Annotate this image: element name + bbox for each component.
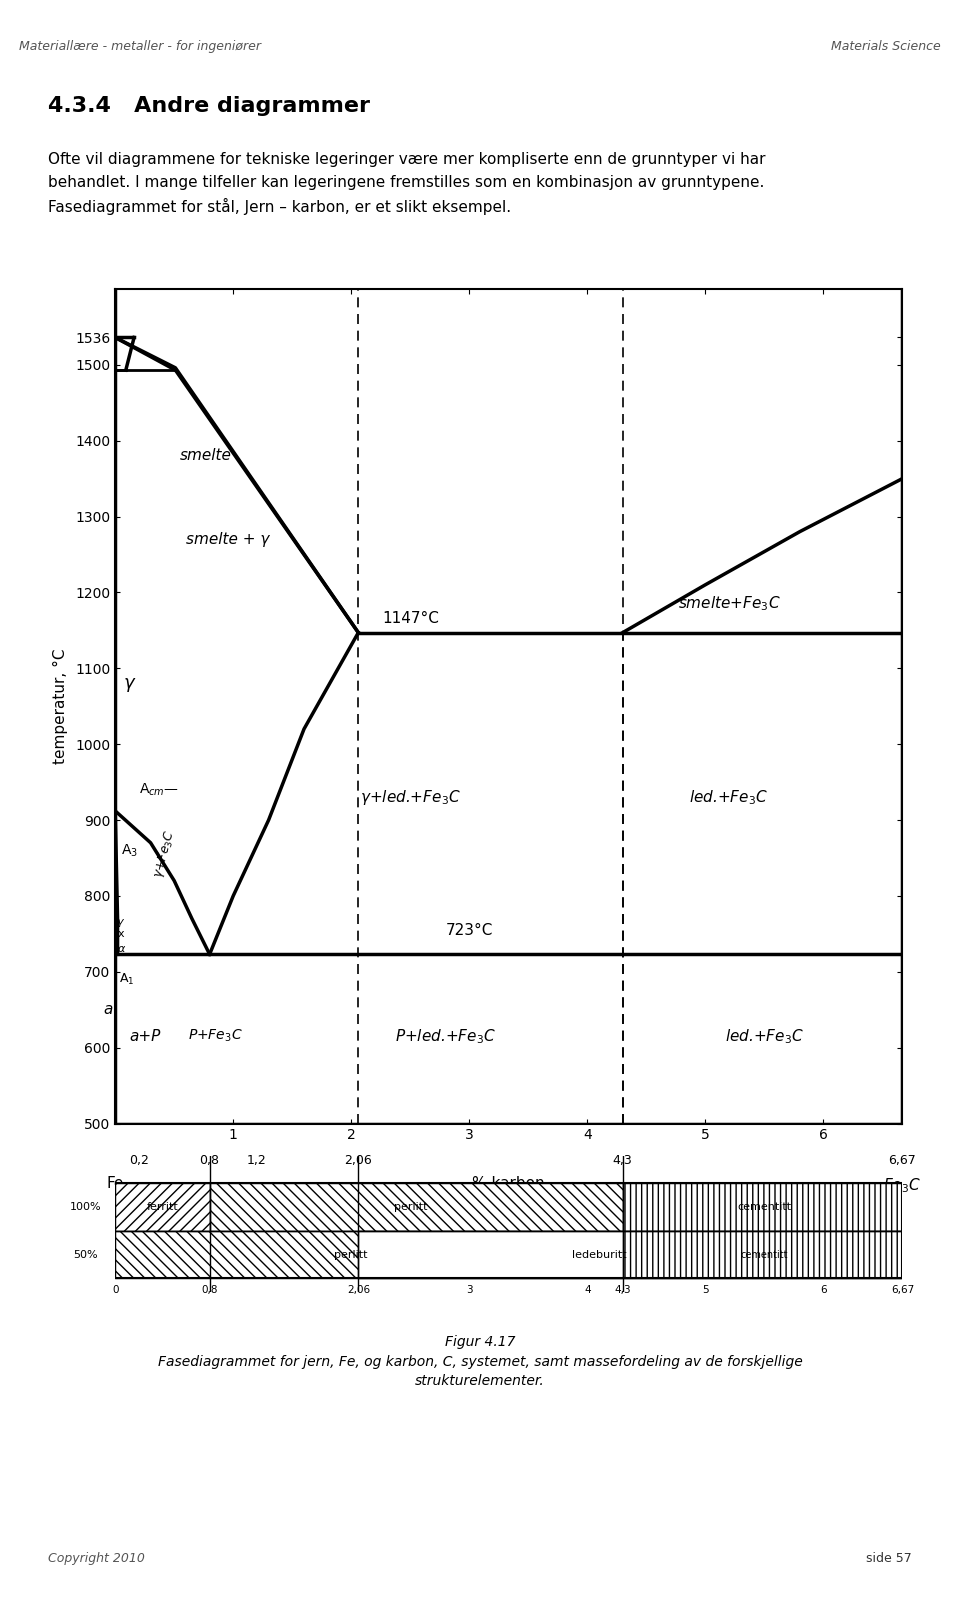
Text: α: α (117, 944, 125, 953)
Text: 0,8: 0,8 (202, 1286, 218, 1295)
Text: 4: 4 (584, 1286, 590, 1295)
Text: Materials Science: Materials Science (831, 40, 941, 53)
Text: Ofte vil diagrammene for tekniske legeringer være mer kompliserte enn de grunnty: Ofte vil diagrammene for tekniske legeri… (48, 152, 765, 215)
Text: 100%: 100% (70, 1202, 102, 1212)
Bar (115, 1231, 623, 1278)
Text: γ+led.+Fe$_3$C: γ+led.+Fe$_3$C (360, 788, 461, 807)
Text: 2,06: 2,06 (345, 1154, 372, 1167)
Text: Copyright 2010: Copyright 2010 (48, 1552, 145, 1565)
Text: 50%: 50% (73, 1250, 98, 1260)
Text: led.+Fe$_3$C: led.+Fe$_3$C (725, 1027, 804, 1045)
Text: A$_{cm}$—: A$_{cm}$— (139, 782, 179, 798)
Text: 6: 6 (820, 1286, 827, 1295)
Text: 0,2: 0,2 (129, 1154, 149, 1167)
Y-axis label: temperatur, °C: temperatur, °C (53, 648, 68, 764)
Bar (358, 1231, 902, 1278)
Text: 6,67: 6,67 (889, 1154, 916, 1167)
Text: led.+Fe$_3$C: led.+Fe$_3$C (689, 788, 768, 807)
Text: Materiallære - metaller - for ingeniører: Materiallære - metaller - for ingeniører (19, 40, 261, 53)
Bar (209, 1183, 623, 1231)
Text: side 57: side 57 (866, 1552, 912, 1565)
Text: cementitt: cementitt (740, 1250, 788, 1260)
Text: 0: 0 (112, 1286, 118, 1295)
Text: 1147°C: 1147°C (382, 612, 439, 626)
Text: 5: 5 (702, 1286, 708, 1295)
Text: P+Fe$_3$C: P+Fe$_3$C (188, 1029, 243, 1045)
Bar (623, 1231, 902, 1278)
Text: 0,8: 0,8 (200, 1154, 220, 1167)
Text: 723°C: 723°C (445, 923, 492, 937)
Text: γ: γ (116, 918, 123, 928)
Text: smelte: smelte (180, 448, 232, 464)
Text: perlitt: perlitt (394, 1202, 427, 1212)
Text: γ: γ (124, 674, 134, 692)
Text: a+P: a+P (129, 1029, 160, 1043)
Bar (115, 1183, 209, 1231)
Text: Figur 4.17
Fasediagrammet for jern, Fe, og karbon, C, systemet, samt massefordel: Figur 4.17 Fasediagrammet for jern, Fe, … (157, 1335, 803, 1388)
Text: Fe$_3$C: Fe$_3$C (883, 1176, 922, 1196)
Text: a: a (104, 1002, 113, 1018)
Text: % karbon: % karbon (472, 1176, 545, 1191)
Text: smelte + γ: smelte + γ (186, 531, 270, 547)
Text: 2,06: 2,06 (347, 1286, 370, 1295)
Bar (623, 1183, 902, 1231)
Text: 4.3.4   Andre diagrammer: 4.3.4 Andre diagrammer (48, 96, 370, 116)
Text: Fe: Fe (107, 1176, 124, 1191)
Text: γ+Fe$_3$C: γ+Fe$_3$C (151, 828, 179, 880)
Text: 4,3: 4,3 (612, 1154, 633, 1167)
Text: A$_1$: A$_1$ (119, 971, 134, 987)
Text: ferritt: ferritt (147, 1202, 179, 1212)
Text: ledeburitt: ledeburitt (572, 1250, 626, 1260)
Text: 1,2: 1,2 (247, 1154, 267, 1167)
Text: 3: 3 (466, 1286, 472, 1295)
Text: x: x (117, 929, 124, 939)
Text: smelte+Fe$_3$C: smelte+Fe$_3$C (678, 594, 780, 613)
Text: cementitt: cementitt (737, 1202, 791, 1212)
Text: A$_3$: A$_3$ (121, 843, 138, 859)
Text: P+led.+Fe$_3$C: P+led.+Fe$_3$C (396, 1027, 496, 1045)
Text: 4,3: 4,3 (614, 1286, 631, 1295)
Text: 6,67: 6,67 (891, 1286, 914, 1295)
Text: perlitt: perlitt (334, 1250, 368, 1260)
